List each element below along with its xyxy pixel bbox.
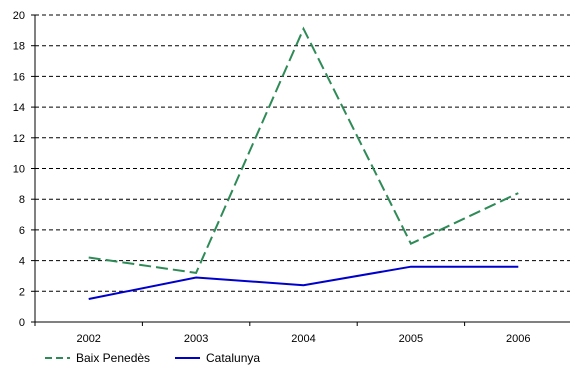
y-tick-label: 16: [13, 71, 25, 83]
series-line-0: [88, 26, 519, 274]
y-tick-label: 10: [13, 164, 25, 176]
legend-label: Catalunya: [206, 351, 260, 365]
y-tick-label: 18: [13, 41, 25, 53]
y-tick-label: 8: [19, 194, 25, 206]
series-line-1: [88, 265, 519, 300]
x-tick-label: 2006: [506, 333, 530, 345]
legend-label: Baix Penedès: [76, 351, 150, 365]
gridlines: [35, 14, 570, 292]
y-tick-label: 12: [13, 133, 25, 145]
legend: Baix Penedès Catalunya: [45, 351, 260, 365]
x-tick-label: 2005: [399, 333, 423, 345]
y-tick-label: 4: [19, 256, 25, 268]
x-tick-label: 2004: [291, 333, 315, 345]
y-tick-label: 2: [19, 286, 25, 298]
axes: [31, 14, 570, 326]
y-tick-label: 20: [13, 10, 25, 22]
x-tick-labels: 2002 2003 2004 2005 2006: [76, 333, 530, 345]
y-tick-label: 6: [19, 225, 25, 237]
y-tick-labels: 0 2 4 6 8 10 12 14 16 18 20: [13, 10, 25, 329]
x-tick-label: 2002: [76, 333, 100, 345]
x-tick-label: 2003: [184, 333, 208, 345]
y-tick-label: 0: [19, 317, 25, 329]
y-tick-label: 14: [13, 102, 25, 114]
series-lines: [88, 26, 519, 300]
